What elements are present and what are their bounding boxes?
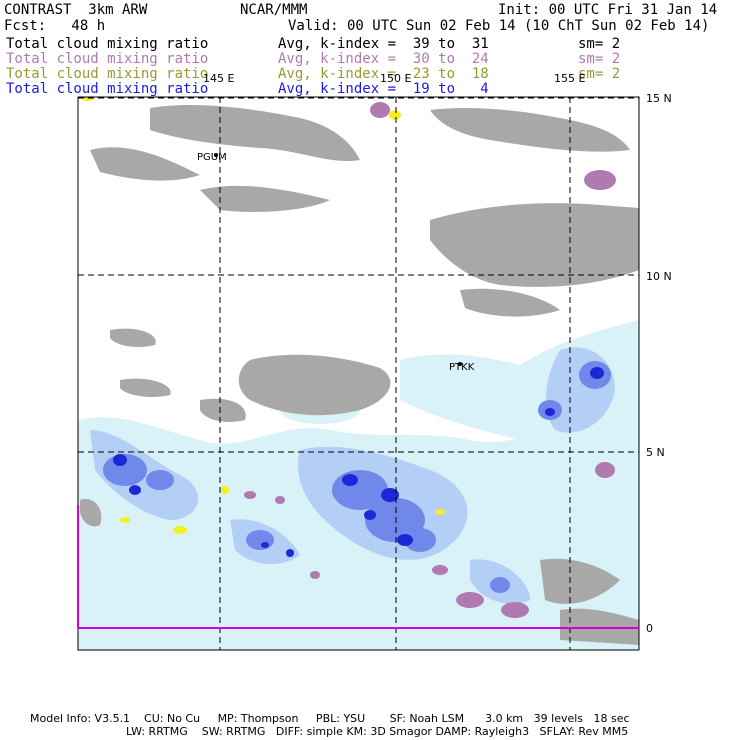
valid-time: Valid: 00 UTC Sun 02 Feb 14 (10 ChT Sun … bbox=[288, 18, 710, 34]
station-marker-pgum bbox=[214, 153, 218, 157]
model-info-line2: LW: RRTMG SW: RRTMG DIFF: simple KM: 3D … bbox=[126, 725, 629, 738]
legend-field-1: Total cloud mixing ratio bbox=[6, 36, 209, 52]
legend-kindex-4: Avg, k-index = 19 to 4 bbox=[278, 81, 489, 97]
legend-sm-3: sm= 2 bbox=[578, 66, 621, 82]
legend-field-3: Total cloud mixing ratio bbox=[6, 66, 209, 82]
lon-label-145: 145 E bbox=[203, 72, 235, 85]
legend-sm-2: sm= 2 bbox=[578, 51, 621, 67]
legend-kindex-3: Avg, k-index = 23 to 18 bbox=[278, 66, 489, 82]
model-info-line1: Model Info: V3.5.1 CU: No Cu MP: Thompso… bbox=[30, 712, 630, 725]
legend-field-4: Total cloud mixing ratio bbox=[6, 81, 209, 97]
lat-label-15n: 15 N bbox=[646, 92, 672, 105]
lat-label-5n: 5 N bbox=[646, 446, 665, 459]
purple-cloud-layer bbox=[244, 102, 616, 618]
station-label-ptkk: PTKK bbox=[449, 362, 475, 373]
lon-label-150: 150 E bbox=[380, 72, 412, 85]
legend-kindex-2: Avg, k-index = 30 to 24 bbox=[278, 51, 489, 67]
legend-sm-1: sm= 2 bbox=[578, 36, 621, 52]
lat-lon-grid bbox=[78, 97, 639, 650]
lat-label-equator: 0 bbox=[646, 622, 653, 635]
institution-label: NCAR/MMM bbox=[240, 2, 308, 18]
lat-label-10n: 10 N bbox=[646, 270, 672, 283]
map-frame bbox=[77, 96, 640, 651]
station-marker-ptkk bbox=[458, 362, 462, 366]
forecast-hour: Fcst: 48 h bbox=[4, 18, 106, 34]
yellow-cloud-layer bbox=[82, 97, 445, 534]
model-title: CONTRAST 3km ARW bbox=[4, 2, 148, 18]
station-label-pgum: PGUM bbox=[197, 152, 227, 163]
dense-cloud-layer bbox=[103, 361, 611, 593]
init-time: Init: 00 UTC Fri 31 Jan 14 bbox=[498, 2, 718, 18]
gray-cloud-layer bbox=[80, 105, 639, 645]
deep-cloud-core-layer bbox=[113, 367, 604, 557]
lon-label-155: 155 E bbox=[554, 72, 586, 85]
legend-field-2: Total cloud mixing ratio bbox=[6, 51, 209, 67]
legend-kindex-1: Avg, k-index = 39 to 31 bbox=[278, 36, 489, 52]
